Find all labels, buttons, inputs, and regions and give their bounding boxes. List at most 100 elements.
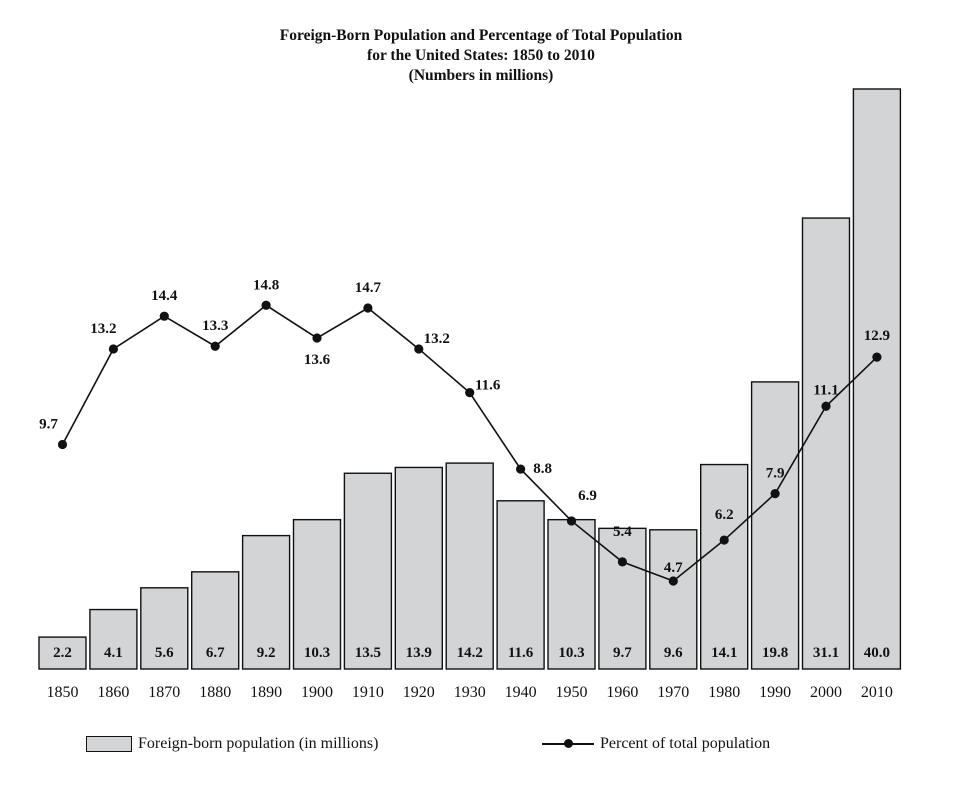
x-tick-1930: 1930 (454, 684, 486, 701)
bar-label-1910: 13.5 (355, 645, 381, 661)
bar-1880 (190, 571, 240, 670)
legend-swatch-bars (86, 736, 132, 752)
bar-label-1850: 2.2 (53, 645, 72, 661)
bar-label-1860: 4.1 (104, 645, 123, 661)
point-1850 (57, 439, 68, 450)
x-axis-tick-labels: 1850 1860 1870 1880 1890 1900 1910 1920 1930 1940… (47, 684, 893, 701)
bar-label-2010: 40.0 (864, 645, 890, 661)
bar-label-1960: 9.7 (613, 645, 632, 661)
point-label-1970: 4.7 (664, 560, 683, 576)
bar-label-1870: 5.6 (155, 645, 174, 661)
point-1890 (261, 300, 271, 310)
legend-label-bars: Foreign-born population (in millions) (138, 735, 379, 752)
point-1970 (668, 576, 678, 586)
bar-label-1980: 14.1 (711, 645, 737, 661)
point-label-1920: 13.2 (424, 331, 450, 347)
x-tick-1940: 1940 (505, 684, 537, 701)
bar-1920 (394, 466, 443, 670)
bar-1890 (241, 534, 291, 670)
legend-item-line: Percent of total population (542, 735, 770, 753)
bar-1980 (700, 463, 749, 670)
bar-1900 (292, 518, 342, 670)
point-1900 (312, 333, 322, 343)
x-tick-1970: 1970 (657, 684, 689, 701)
bar-label-1950: 10.3 (558, 645, 584, 661)
legend-label-line: Percent of total population (600, 735, 771, 752)
point-2010 (872, 352, 882, 362)
point-label-1900: 13.6 (304, 352, 331, 368)
x-tick-1900: 1900 (301, 684, 333, 701)
bar-label-1900: 10.3 (304, 645, 330, 661)
line-series: 9.7 13.2 14.4 13.3 14.8 13.6 14.7 13.2 11.6 8.8 6.… (39, 277, 890, 586)
point-label-1950: 6.9 (578, 488, 597, 504)
x-tick-1910: 1910 (352, 684, 384, 701)
bar-1910 (343, 472, 393, 670)
bar-2000 (801, 217, 851, 670)
bar-1860 (89, 608, 138, 670)
bar-label-1880: 6.7 (206, 645, 225, 661)
x-tick-1980: 1980 (708, 684, 740, 701)
legend-swatch-line (542, 736, 594, 752)
point-label-1990: 7.9 (766, 466, 785, 482)
chart-title: Foreign-Born Population and Percentage o… (0, 26, 962, 86)
bar-1960 (598, 527, 647, 670)
bar-label-1920: 13.9 (406, 645, 432, 661)
point-2000 (821, 401, 831, 411)
point-label-1940: 8.8 (533, 461, 552, 477)
point-label-1910: 14.7 (355, 280, 382, 296)
x-tick-1870: 1870 (148, 684, 180, 701)
x-tick-2000: 2000 (810, 684, 842, 701)
point-label-1860: 13.2 (90, 321, 116, 337)
point-1940 (516, 464, 526, 474)
point-1950 (566, 516, 577, 526)
point-1960 (617, 557, 628, 567)
bar-1850 (38, 636, 87, 670)
point-label-1870: 14.4 (151, 288, 178, 304)
point-1980 (719, 535, 729, 545)
point-label-1930: 11.6 (475, 378, 501, 394)
point-1920 (414, 344, 424, 354)
point-label-1980: 6.2 (715, 507, 734, 523)
point-label-1880: 13.3 (202, 318, 228, 334)
bar-1870 (140, 587, 189, 670)
point-1930 (465, 388, 475, 398)
point-1880 (210, 341, 220, 351)
x-tick-1990: 1990 (759, 684, 791, 701)
bar-1930 (445, 462, 494, 670)
x-tick-1960: 1960 (606, 684, 638, 701)
chart-title-line-3: (Numbers in millions) (408, 67, 554, 84)
x-tick-1890: 1890 (250, 684, 282, 701)
bar-label-1940: 11.6 (508, 645, 534, 661)
x-tick-1850: 1850 (47, 684, 79, 701)
bar-label-2000: 31.1 (813, 645, 839, 661)
x-tick-1880: 1880 (199, 684, 231, 701)
point-label-2000: 11.1 (813, 382, 838, 398)
chart-title-line-2: for the United States: 1850 to 2010 (367, 47, 595, 64)
bar-2010 (852, 88, 902, 670)
point-label-1850: 9.7 (39, 417, 58, 433)
bar-series (38, 88, 902, 670)
point-1990 (770, 489, 780, 499)
x-tick-1920: 1920 (403, 684, 435, 701)
bar-label-1990: 19.8 (762, 645, 788, 661)
bar-label-1890: 9.2 (257, 645, 276, 661)
point-1910 (363, 303, 373, 313)
point-1860 (108, 344, 118, 354)
legend-item-bars: Foreign-born population (in millions) (86, 735, 378, 753)
bar-label-1970: 9.6 (664, 645, 683, 661)
point-label-2010: 12.9 (864, 328, 890, 344)
chart-title-line-1: Foreign-Born Population and Percentage o… (279, 27, 683, 44)
bar-1940 (496, 500, 545, 670)
bar-labels: 2.2 4.1 5.6 6.7 9.2 10.3 13.5 13.9 14.2 11.6 10.3 9… (53, 645, 890, 661)
point-1870 (159, 311, 169, 321)
x-tick-1950: 1950 (556, 684, 588, 701)
bar-1950 (547, 518, 596, 670)
x-tick-1860: 1860 (97, 684, 129, 701)
bar-1970 (649, 529, 698, 670)
bar-1990 (750, 381, 800, 670)
point-label-1890: 14.8 (253, 277, 279, 293)
point-label-1960: 5.4 (613, 524, 632, 540)
bar-label-1930: 14.2 (457, 645, 483, 661)
x-tick-2010: 2010 (861, 684, 893, 701)
